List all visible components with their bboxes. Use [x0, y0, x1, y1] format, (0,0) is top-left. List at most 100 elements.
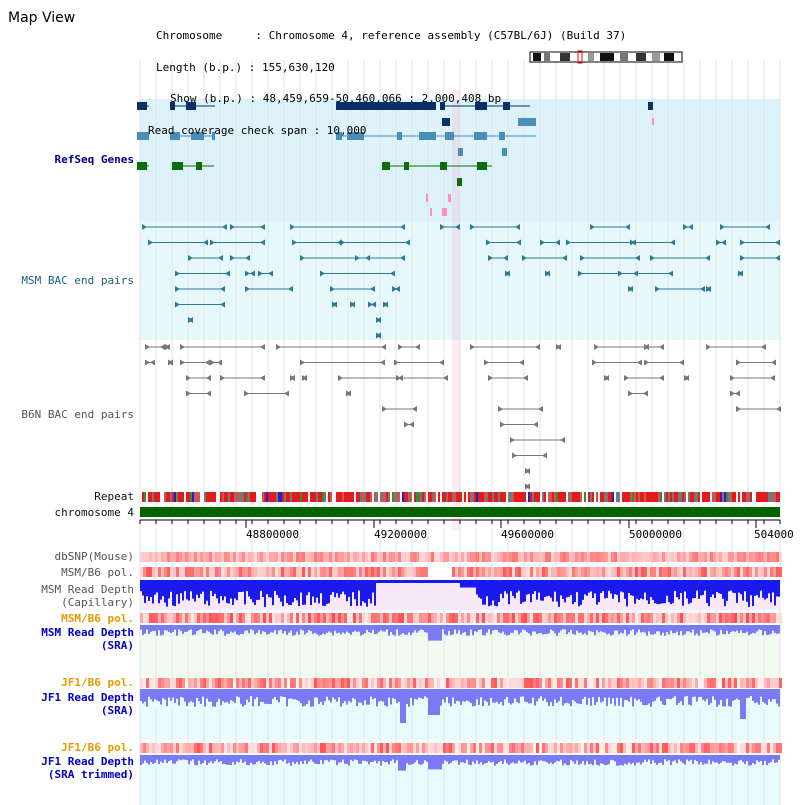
- snp-density-cell: [629, 613, 632, 623]
- depth-bar: [570, 755, 572, 761]
- snp-density-cell: [632, 567, 635, 577]
- repeat-segment: [470, 492, 472, 502]
- track-label-jf1-depth-trim[interactable]: JF1 Read Depth: [41, 755, 134, 768]
- snp-density-cell: [650, 613, 653, 623]
- depth-bar: [294, 625, 296, 635]
- depth-bar: [280, 580, 282, 602]
- depth-bar: [610, 689, 612, 704]
- repeat-segment: [694, 492, 696, 502]
- depth-bar: [172, 755, 174, 764]
- depth-bar: [418, 755, 420, 765]
- depth-bar: [610, 755, 612, 760]
- track-label-msm-b6-pol-1[interactable]: MSM/B6 pol.: [61, 566, 134, 579]
- depth-bar: [744, 580, 746, 592]
- snp-density-cell: [737, 552, 740, 562]
- snp-density-cell: [185, 678, 188, 688]
- depth-bar: [718, 689, 720, 705]
- depth-bar: [502, 580, 504, 599]
- snp-density-cell: [233, 613, 236, 623]
- snp-density-cell: [362, 552, 365, 562]
- depth-bar: [560, 689, 562, 697]
- snp-density-cell: [446, 678, 449, 688]
- track-label-dbsnp[interactable]: dbSNP(Mouse): [54, 550, 134, 563]
- repeat-segment: [536, 492, 538, 502]
- depth-bar: [278, 755, 280, 761]
- depth-bar: [382, 580, 384, 583]
- depth-bar: [522, 580, 524, 603]
- depth-bar: [592, 689, 594, 698]
- snp-density-cell: [374, 567, 377, 577]
- repeat-segment: [246, 492, 248, 502]
- depth-bar: [714, 755, 716, 763]
- snp-density-cell: [692, 743, 695, 753]
- depth-bar: [746, 755, 748, 762]
- track-label-msm-depth-cap[interactable]: MSM Read Depth: [41, 583, 134, 596]
- track-label-msm-depth-sra[interactable]: MSM Read Depth: [41, 626, 134, 639]
- depth-bar: [208, 580, 210, 606]
- track-label-msm-bac[interactable]: MSM BAC end pairs: [21, 274, 134, 287]
- snp-density-cell: [212, 567, 215, 577]
- repeat-segment: [702, 492, 704, 502]
- depth-bar: [642, 689, 644, 705]
- snp-density-cell: [419, 613, 422, 623]
- depth-bar: [220, 580, 222, 597]
- track-label-jf1-depth-sra[interactable]: JF1 Read Depth: [41, 691, 134, 704]
- snp-density-cell: [440, 743, 443, 753]
- snp-density-cell: [659, 743, 662, 753]
- snp-density-cell: [230, 552, 233, 562]
- bac-end: [556, 344, 561, 350]
- bac-end: [635, 255, 640, 261]
- depth-bar: [232, 625, 234, 633]
- chromosome-bar: [140, 507, 780, 517]
- depth-bar: [306, 689, 308, 705]
- depth-bar: [572, 625, 574, 635]
- depth-bar: [258, 625, 260, 630]
- depth-bar: [618, 689, 620, 706]
- depth-bar: [164, 689, 166, 700]
- depth-bar: [646, 625, 648, 636]
- track-label-msm-b6-pol-2[interactable]: MSM/B6 pol.: [61, 612, 134, 625]
- depth-bar: [620, 625, 622, 633]
- snp-density-cell: [716, 613, 719, 623]
- snp-density-cell: [242, 567, 245, 577]
- depth-bar: [394, 755, 396, 763]
- snp-density-cell: [665, 678, 668, 688]
- snp-density-cell: [281, 552, 284, 562]
- depth-bar: [498, 625, 500, 633]
- track-label-b6n-bac[interactable]: B6N BAC end pairs: [21, 408, 134, 421]
- repeat-segment: [190, 492, 192, 502]
- depth-bar: [412, 625, 414, 633]
- snp-density-cell: [620, 678, 623, 688]
- snp-density-cell: [494, 552, 497, 562]
- snp-density-cell: [497, 567, 500, 577]
- repeat-segment: [474, 492, 476, 502]
- track-label-refseq[interactable]: RefSeq Genes: [54, 153, 134, 166]
- gene-marker: [448, 194, 451, 202]
- snp-density-cell: [710, 613, 713, 623]
- snp-density-cell: [749, 567, 752, 577]
- depth-bar: [554, 580, 556, 592]
- snp-density-cell: [530, 552, 533, 562]
- depth-bar: [326, 755, 328, 761]
- snp-density-cell: [146, 567, 149, 577]
- depth-bar: [508, 625, 510, 635]
- depth-bar: [186, 755, 188, 761]
- depth-bar: [500, 580, 502, 594]
- snp-density-cell: [638, 567, 641, 577]
- snp-density-cell: [575, 613, 578, 623]
- repeat-segment: [292, 492, 294, 502]
- track-label-repeat[interactable]: Repeat: [94, 490, 134, 503]
- repeat-segment: [732, 492, 734, 502]
- depth-bar: [576, 625, 578, 631]
- depth-bar: [190, 689, 192, 702]
- depth-bar: [264, 755, 266, 764]
- snp-density-cell: [605, 678, 608, 688]
- track-label-jf1-b6-pol-1[interactable]: JF1/B6 pol.: [61, 676, 134, 689]
- depth-bar: [424, 689, 426, 697]
- depth-bar: [630, 689, 632, 697]
- depth-bar: [162, 625, 164, 635]
- snp-density-cell: [737, 613, 740, 623]
- bac-end: [455, 224, 460, 230]
- depth-bar: [238, 755, 240, 763]
- track-label-jf1-b6-pol-2[interactable]: JF1/B6 pol.: [61, 741, 134, 754]
